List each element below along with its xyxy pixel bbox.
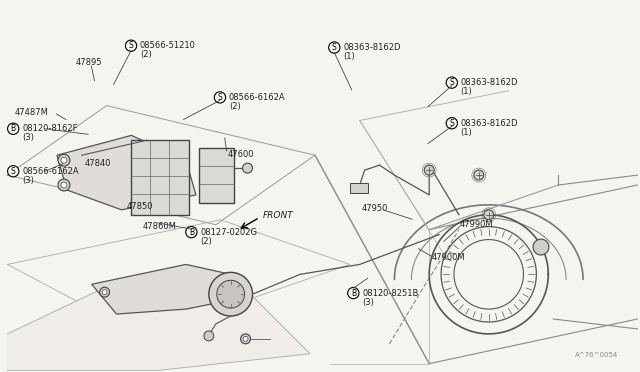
Text: 47600: 47600 xyxy=(228,150,254,159)
Text: 08566-6162A: 08566-6162A xyxy=(22,167,79,176)
Circle shape xyxy=(484,210,493,220)
Text: 08566-6162A: 08566-6162A xyxy=(229,93,285,102)
Text: (2): (2) xyxy=(200,237,212,246)
Text: 08363-8162D: 08363-8162D xyxy=(461,78,518,87)
Circle shape xyxy=(241,334,250,344)
Circle shape xyxy=(217,280,244,308)
Text: 08120-8162F: 08120-8162F xyxy=(22,124,77,133)
Circle shape xyxy=(474,170,484,180)
Text: (3): (3) xyxy=(22,133,34,142)
Circle shape xyxy=(209,272,253,316)
Circle shape xyxy=(58,154,70,166)
Text: 08566-51210: 08566-51210 xyxy=(140,41,196,50)
Text: 47900M: 47900M xyxy=(431,253,465,263)
Text: (2): (2) xyxy=(140,50,152,59)
Text: S: S xyxy=(332,43,337,52)
Circle shape xyxy=(243,336,248,341)
Circle shape xyxy=(533,239,549,255)
Text: A^76^0054: A^76^0054 xyxy=(575,352,618,358)
Polygon shape xyxy=(7,284,310,371)
Text: S: S xyxy=(449,78,454,87)
Text: 47990M: 47990M xyxy=(460,220,493,229)
FancyBboxPatch shape xyxy=(131,140,189,215)
Text: S: S xyxy=(218,93,222,102)
Text: S: S xyxy=(449,119,454,128)
Text: FRONT: FRONT xyxy=(263,211,294,220)
Text: 08363-8162D: 08363-8162D xyxy=(461,119,518,128)
Polygon shape xyxy=(92,264,236,314)
Text: 08363-8162D: 08363-8162D xyxy=(343,43,401,52)
Circle shape xyxy=(424,165,434,175)
Circle shape xyxy=(204,331,214,341)
Text: 47895: 47895 xyxy=(76,58,102,67)
Text: S: S xyxy=(129,41,133,50)
Text: (3): (3) xyxy=(22,176,34,185)
Text: (3): (3) xyxy=(362,298,374,307)
Text: (2): (2) xyxy=(229,102,241,111)
Text: (1): (1) xyxy=(343,52,355,61)
Text: 08127-0202G: 08127-0202G xyxy=(200,228,257,237)
Circle shape xyxy=(102,290,107,295)
Text: 47860M: 47860M xyxy=(142,222,176,231)
Text: 47950: 47950 xyxy=(362,203,388,213)
Text: B: B xyxy=(351,289,356,298)
Circle shape xyxy=(100,287,109,297)
Text: (1): (1) xyxy=(461,128,472,137)
Circle shape xyxy=(61,157,67,163)
Text: B: B xyxy=(189,228,194,237)
Text: 47850: 47850 xyxy=(126,202,153,211)
Circle shape xyxy=(58,179,70,191)
Circle shape xyxy=(61,182,67,188)
Text: 08120-8251B: 08120-8251B xyxy=(362,289,419,298)
Text: B: B xyxy=(11,124,16,133)
Text: 47840: 47840 xyxy=(85,159,111,169)
Text: (1): (1) xyxy=(461,87,472,96)
Circle shape xyxy=(243,163,253,173)
FancyBboxPatch shape xyxy=(199,148,234,203)
FancyBboxPatch shape xyxy=(350,183,367,193)
Text: 47487M: 47487M xyxy=(15,108,49,117)
Polygon shape xyxy=(57,135,196,210)
Text: S: S xyxy=(11,167,15,176)
